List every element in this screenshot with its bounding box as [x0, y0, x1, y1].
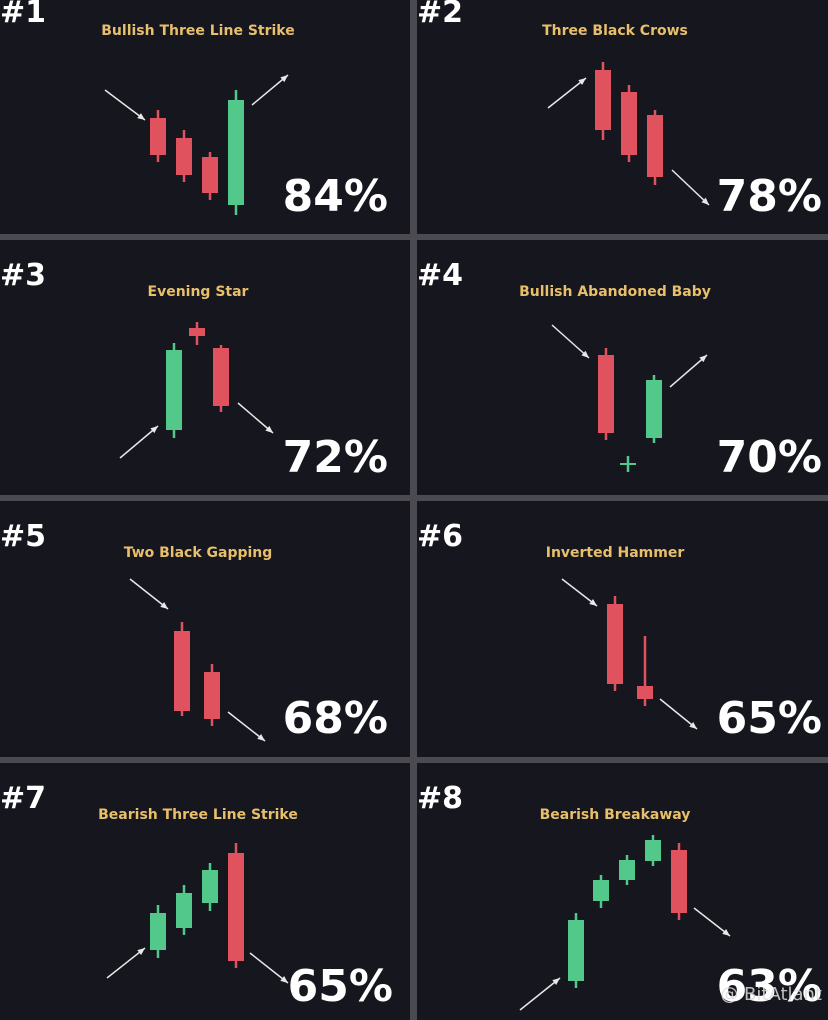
pattern-title: Bearish Three Line Strike — [98, 807, 298, 823]
arrow-head — [150, 426, 158, 434]
success-rate: 65% — [717, 693, 822, 744]
panel-background — [417, 240, 828, 495]
candle-body — [647, 115, 663, 177]
candle-body — [202, 870, 218, 903]
arrow-head — [552, 978, 560, 986]
pattern-panel: #3 Evening Star 72% — [0, 240, 410, 495]
arrow — [659, 698, 698, 730]
arrow — [547, 77, 587, 109]
pattern-title: Bullish Three Line Strike — [101, 23, 294, 39]
success-rate: 84% — [283, 171, 388, 222]
success-rate: 78% — [717, 171, 822, 222]
arrow-head — [722, 929, 730, 936]
pattern-panel: #1 Bullish Three Line Strike 84% — [0, 0, 410, 234]
pattern-title: Bearish Breakaway — [540, 807, 691, 823]
candle-body — [150, 913, 166, 950]
pattern-number: #1 — [0, 0, 46, 30]
arrow — [671, 169, 710, 206]
panel-background — [417, 763, 828, 1020]
arrow-head — [701, 197, 709, 205]
candle-body — [595, 70, 611, 130]
arrow — [237, 402, 274, 434]
arrow-head — [689, 721, 697, 729]
pattern-panel: #6 Inverted Hammer 65% — [417, 501, 828, 757]
watermark: @ BitAtlant — [720, 984, 822, 1005]
pattern-number: #4 — [417, 258, 463, 293]
pattern-number: #6 — [417, 519, 463, 554]
candle-body — [176, 138, 192, 175]
pattern-title: Inverted Hammer — [546, 545, 685, 561]
success-rate: 72% — [283, 432, 388, 483]
success-rate: 63% — [717, 961, 822, 1012]
success-rate: 68% — [283, 693, 388, 744]
pattern-number: #5 — [0, 519, 46, 554]
arrow — [227, 711, 266, 742]
arrow-head — [589, 599, 597, 606]
candle-body — [593, 880, 609, 901]
pattern-number: #2 — [417, 0, 463, 30]
arrow — [129, 578, 169, 610]
arrow-head — [265, 425, 273, 433]
candle-body — [176, 893, 192, 928]
candle-body — [150, 118, 166, 155]
arrow — [106, 947, 146, 979]
success-rate: 65% — [288, 961, 393, 1012]
pattern-number: #3 — [0, 258, 46, 293]
arrow — [551, 324, 590, 359]
candle-body — [646, 380, 662, 438]
arrow-head — [257, 734, 265, 741]
candle-body — [621, 92, 637, 155]
pattern-panel: #7 Bearish Three Line Strike 65% — [0, 763, 410, 1020]
panel-background — [0, 0, 410, 234]
candle-body — [174, 631, 190, 711]
arrow-head — [137, 113, 145, 120]
pattern-title: Three Black Crows — [542, 23, 688, 39]
candle-body — [607, 604, 623, 684]
candle-body — [645, 840, 661, 861]
candle-body — [637, 686, 653, 699]
arrow-head — [581, 350, 589, 358]
candle-body — [671, 850, 687, 913]
candle-body — [166, 350, 182, 430]
panel-background — [0, 240, 410, 495]
candle-body — [619, 860, 635, 880]
pattern-panel: #5 Two Black Gapping 68% — [0, 501, 410, 757]
candle-body — [620, 463, 636, 465]
arrow — [669, 354, 708, 388]
arrow-head — [578, 78, 586, 86]
candle-body — [204, 672, 220, 719]
arrow-head — [699, 355, 707, 363]
arrow-head — [280, 75, 288, 83]
candle-body — [213, 348, 229, 406]
candle-body — [228, 853, 244, 961]
arrow — [519, 977, 561, 1011]
arrow — [693, 907, 731, 937]
pattern-panel: #8 Bearish Breakaway 63% — [417, 763, 828, 1020]
candle-body — [598, 355, 614, 433]
pattern-number: #8 — [417, 781, 463, 816]
arrow — [249, 952, 289, 984]
candle-body — [202, 157, 218, 193]
pattern-panel: #4 Bullish Abandoned Baby 70% — [417, 240, 828, 495]
candle-body — [228, 100, 244, 205]
pattern-title: Two Black Gapping — [124, 545, 273, 561]
candle-body — [189, 328, 205, 336]
pattern-title: Bullish Abandoned Baby — [519, 284, 711, 300]
arrow-head — [160, 601, 168, 609]
pattern-panel: #2 Three Black Crows 78% — [417, 0, 828, 234]
arrow-head — [137, 948, 145, 956]
arrow — [104, 89, 146, 121]
arrow — [119, 425, 159, 459]
pattern-title: Evening Star — [148, 284, 249, 300]
success-rate: 70% — [717, 432, 822, 483]
pattern-number: #7 — [0, 781, 46, 816]
candle-body — [568, 920, 584, 981]
arrow — [251, 74, 289, 106]
arrow-head — [280, 975, 288, 983]
